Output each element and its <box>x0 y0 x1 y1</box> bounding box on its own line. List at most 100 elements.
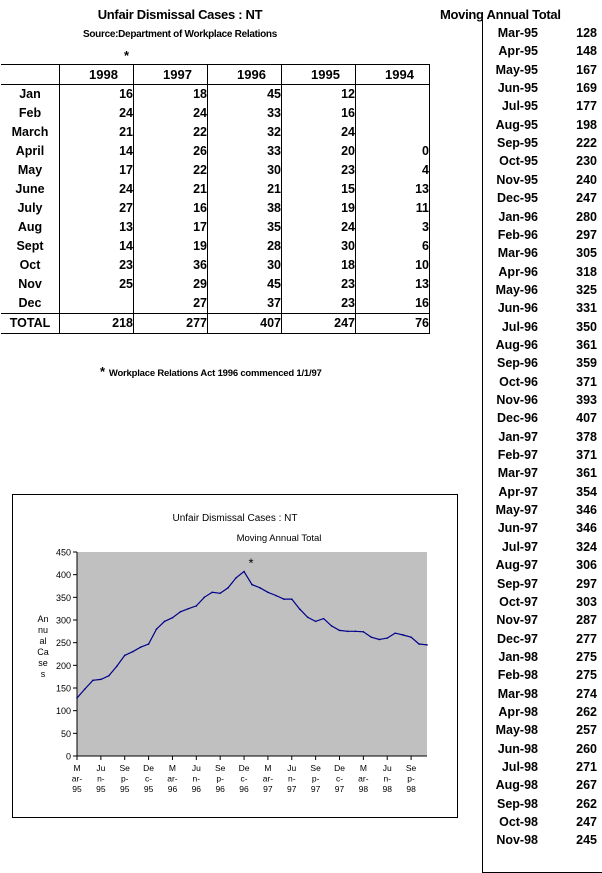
mat-row: Feb-98 275 <box>482 668 600 686</box>
cell-value: 4 <box>355 161 430 180</box>
data-point <box>410 636 412 639</box>
x-tick-label: 95 <box>96 784 106 794</box>
mat-row: Oct-95 230 <box>482 154 600 172</box>
cell-value: 23 <box>281 275 356 294</box>
x-tick-label: M <box>264 763 271 773</box>
data-point <box>259 587 261 589</box>
mat-value: 371 <box>576 374 597 389</box>
cell-value: 14 <box>59 237 134 256</box>
mat-value: 222 <box>576 136 597 151</box>
cell-value: 13 <box>59 218 134 237</box>
mat-row: Jul-97 324 <box>482 540 600 558</box>
mat-value: 331 <box>576 301 597 316</box>
total-value: 407 <box>207 313 282 334</box>
table-row: July 27 16 38 19 11 <box>1 199 430 218</box>
table-row: Sept 14 19 28 30 6 <box>1 237 430 256</box>
mat-value: 267 <box>576 778 597 793</box>
total-value: 277 <box>133 313 208 334</box>
cell-value: 16 <box>59 84 134 104</box>
mat-value: 167 <box>576 62 597 77</box>
mat-row: Aug-95 198 <box>482 118 600 136</box>
mat-month: May-98 <box>495 723 538 738</box>
mat-row: Apr-97 354 <box>482 485 600 503</box>
mat-row: Apr-98 262 <box>482 705 600 723</box>
cell-value: 19 <box>133 237 208 256</box>
y-tick-label: 50 <box>61 729 71 739</box>
mat-value: 262 <box>576 704 597 719</box>
x-tick-label: Ju <box>287 763 296 773</box>
cell-value: 13 <box>355 180 430 199</box>
footnote-text: Workplace Relations Act 1996 commenced 1… <box>108 368 322 379</box>
cell-value: 27 <box>133 294 208 314</box>
x-tick-label: 98 <box>382 784 392 794</box>
y-tick-label: 200 <box>56 661 71 671</box>
mat-month: Aug-95 <box>495 117 538 132</box>
mat-row: Jun-97 346 <box>482 521 600 539</box>
mat-month: May-96 <box>495 282 538 297</box>
data-point <box>195 605 198 607</box>
data-point <box>123 654 126 657</box>
mat-row: Mar-97 361 <box>482 466 600 484</box>
cell-value: 28 <box>207 237 282 256</box>
x-tick-label: De <box>239 763 250 773</box>
table-row: Aug 13 17 35 24 3 <box>1 218 430 237</box>
table-row: Oct 23 36 30 18 10 <box>1 256 430 275</box>
mat-value: 346 <box>576 503 597 518</box>
year-header: 1994 <box>355 64 430 85</box>
x-tick-label: 96 <box>168 784 178 794</box>
data-point <box>275 594 277 597</box>
cell-value <box>355 123 430 142</box>
cell-value <box>355 84 430 104</box>
mat-value: 306 <box>576 558 597 573</box>
data-point <box>354 630 357 633</box>
x-tick-label: n- <box>288 774 296 784</box>
y-tick-label: 400 <box>56 570 71 580</box>
mat-value: 271 <box>576 760 597 774</box>
data-point <box>426 644 428 646</box>
mat-month: Oct-97 <box>499 594 538 609</box>
data-point <box>314 620 317 623</box>
x-tick-label: 96 <box>215 784 225 794</box>
total-label: TOTAL <box>1 313 60 334</box>
mat-row: May-96 325 <box>482 283 600 301</box>
cell-value: 27 <box>59 199 134 218</box>
mat-row: Jan-98 275 <box>482 650 600 668</box>
mat-value: 287 <box>576 613 597 628</box>
data-point <box>163 620 166 623</box>
mat-value: 274 <box>576 686 597 701</box>
mat-value: 297 <box>576 576 597 591</box>
mat-value: 148 <box>576 44 597 59</box>
mat-value: 247 <box>576 191 597 206</box>
data-point <box>378 638 381 641</box>
cell-value <box>59 294 134 314</box>
data-point <box>203 596 206 599</box>
data-point <box>147 643 150 645</box>
mat-value: 277 <box>576 631 597 646</box>
cell-value: 33 <box>207 104 282 123</box>
cell-value: 18 <box>133 84 208 104</box>
x-tick-label: c- <box>240 774 247 784</box>
data-point <box>235 577 237 579</box>
mat-row: Nov-97 287 <box>482 613 600 631</box>
mat-value: 354 <box>576 484 597 499</box>
data-point <box>115 665 118 668</box>
x-tick-label: p- <box>216 774 224 784</box>
table-row: April 14 26 33 20 0 <box>1 142 430 161</box>
cell-value: 23 <box>281 161 356 180</box>
cell-value: 16 <box>355 294 430 314</box>
year-header: 1998 <box>59 64 134 85</box>
cell-value: 38 <box>207 199 282 218</box>
mat-month: Feb-98 <box>497 668 538 683</box>
cell-value: 18 <box>281 256 356 275</box>
mat-row: Mar-95 128 <box>482 26 600 44</box>
mat-month: Mar-98 <box>497 686 538 701</box>
mat-row: May-95 167 <box>482 63 600 81</box>
x-tick-label: 97 <box>263 784 273 794</box>
cell-value: 11 <box>355 199 430 218</box>
month-label: Jan <box>19 87 41 101</box>
mat-month: Jul-95 <box>501 99 538 114</box>
mat-value: 169 <box>576 81 597 96</box>
cell-value: 17 <box>59 161 134 180</box>
mat-value: 280 <box>576 209 597 224</box>
mat-row: Nov-98 245 <box>482 833 600 851</box>
